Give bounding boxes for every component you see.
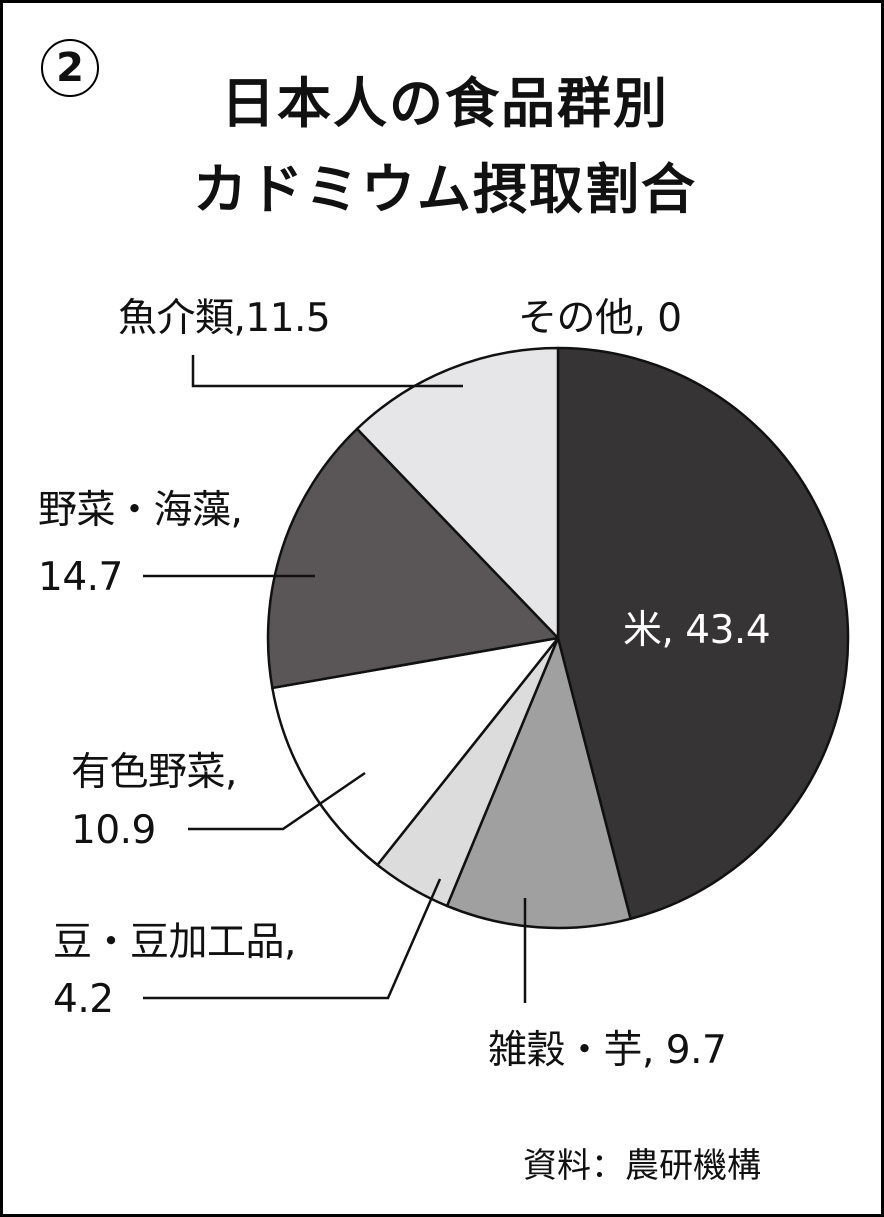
label-rice: 米, 43.4: [623, 608, 771, 653]
leader-line-beans: [143, 878, 442, 1000]
label-colored-vegetables-name: 有色野菜,: [71, 750, 237, 795]
pie-slice-4: [266, 427, 560, 690]
label-grains-potatoes: 雑穀・芋, 9.7: [488, 1028, 727, 1073]
label-fish: 魚介類,11.5: [118, 296, 331, 341]
label-vegetables-seaweed-name: 野菜・海藻,: [38, 488, 243, 533]
chart-title-line-2: カドミウム摂取割合: [193, 158, 697, 221]
pie-slice-5: [355, 346, 560, 640]
label-beans-name: 豆・豆加工品,: [53, 920, 296, 965]
label-beans-value: 4.2: [53, 977, 114, 1022]
label-other: その他, 0: [518, 296, 682, 341]
pie-slice-0: [556, 346, 850, 921]
source-note: 資料：農研機構: [523, 1146, 761, 1186]
pie-chart: [143, 346, 850, 1003]
label-vegetables-seaweed-value: 14.7: [38, 555, 123, 600]
label-colored-vegetables-value: 10.9: [71, 808, 156, 853]
leader-line-colored-vegetables: [188, 771, 366, 831]
pie-slice-3: [271, 636, 560, 867]
pie-slice-1: [445, 636, 632, 930]
chart-title-line-1: 日本人の食品群別: [221, 72, 669, 135]
figure-number-badge: 2: [41, 39, 99, 97]
leader-line-fish: [191, 355, 463, 388]
